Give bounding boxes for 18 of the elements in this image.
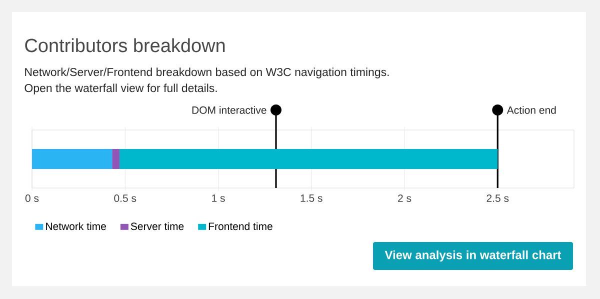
bar [112, 149, 120, 170]
x-tick-label: 0 s [25, 194, 39, 202]
ref-line-label: Action end [506, 106, 556, 114]
ref-line-label: DOM interactive [192, 106, 266, 114]
text: Open the waterfall view for full details. [24, 84, 217, 94]
legend-label: Server time [130, 222, 184, 230]
text: View analysis in waterfall chart [384, 250, 562, 262]
x-tick-label: 2.5 s [486, 194, 509, 202]
chart-title: Contributors breakdown [25, 38, 225, 52]
bar [120, 149, 498, 170]
legend-label: Network time [46, 222, 106, 230]
chart-subtitle: Network/Server/Frontend breakdown based on W3C navigation timings. [25, 68, 389, 78]
x-tick-label: 2 s [398, 194, 412, 202]
x-tick-label: 1 s [212, 194, 225, 202]
x-tick-label: 0.5 s [114, 194, 136, 202]
legend-label: Frontend time [208, 222, 272, 230]
bar [32, 149, 112, 170]
x-tick-label: 1.5 s [300, 194, 322, 202]
